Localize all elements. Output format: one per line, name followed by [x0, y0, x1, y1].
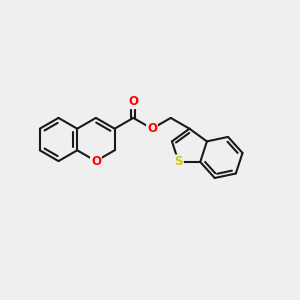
Text: O: O: [128, 95, 138, 108]
Text: S: S: [174, 155, 183, 168]
Text: O: O: [147, 122, 157, 135]
Text: O: O: [91, 154, 101, 168]
